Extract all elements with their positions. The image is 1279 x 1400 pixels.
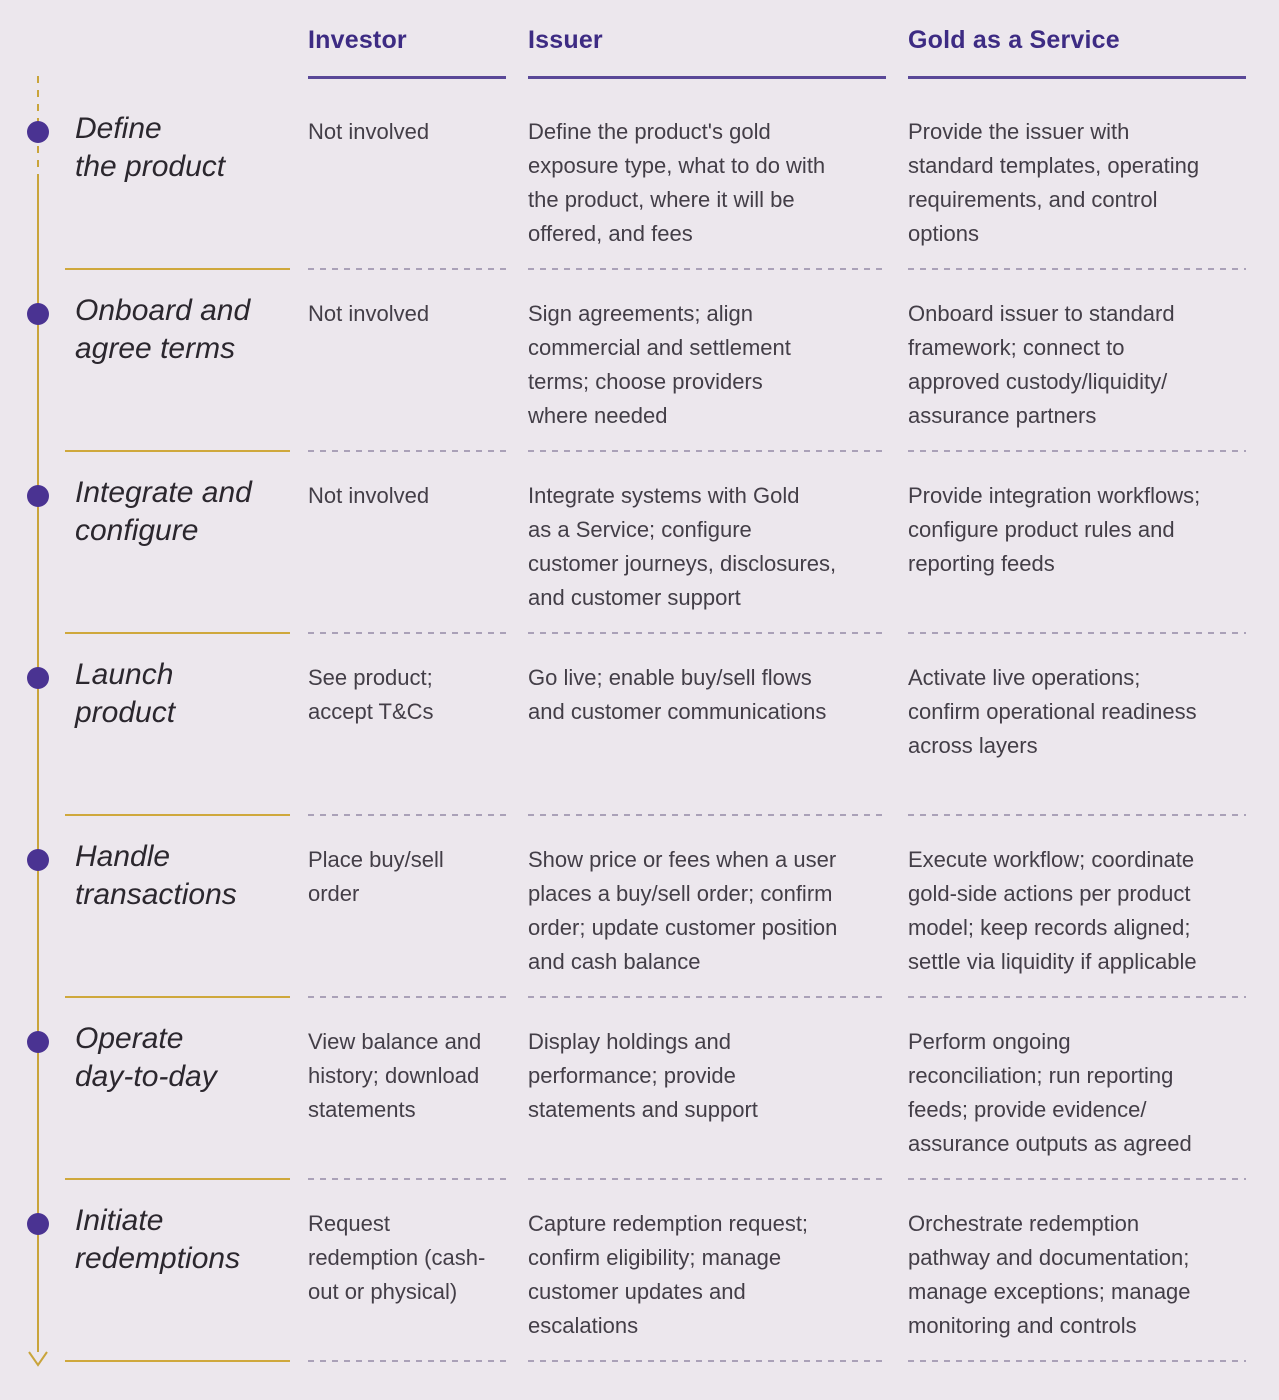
cell-issuer: Display holdings and performance; provid… bbox=[528, 1029, 758, 1122]
column-header-rule bbox=[528, 76, 886, 79]
column-divider bbox=[528, 268, 886, 270]
stage-divider bbox=[65, 268, 290, 270]
stage-label: Operate day-to-day bbox=[75, 1022, 217, 1093]
table-row: Onboard and agree terms Not involved Sig… bbox=[0, 270, 1279, 452]
cell-issuer: Define the product's gold exposure type,… bbox=[528, 119, 826, 246]
table-row: Define the product Not involved Define t… bbox=[0, 88, 1279, 270]
stage-divider bbox=[65, 632, 290, 634]
column-divider bbox=[308, 632, 506, 634]
column-divider bbox=[528, 1178, 886, 1180]
cell-investor: See product; accept T&Cs bbox=[308, 665, 434, 724]
timeline-solid-line bbox=[37, 176, 39, 1352]
timeline-dot bbox=[27, 303, 49, 325]
timeline-dot bbox=[27, 485, 49, 507]
stage-divider bbox=[65, 1360, 290, 1362]
stage-divider bbox=[65, 996, 290, 998]
cell-gold-as-a-service: Orchestrate redemption pathway and docum… bbox=[908, 1211, 1191, 1338]
column-divider bbox=[908, 814, 1246, 816]
column-divider bbox=[528, 996, 886, 998]
timeline-dot bbox=[27, 849, 49, 871]
stage-divider bbox=[65, 1178, 290, 1180]
column-header-gold-as-a-service: Gold as a Service bbox=[908, 26, 1120, 54]
column-divider bbox=[908, 632, 1246, 634]
timeline-dot bbox=[27, 1213, 49, 1235]
column-divider bbox=[308, 1178, 506, 1180]
cell-investor: Not involved bbox=[308, 483, 430, 508]
cell-issuer: Capture redemption request; confirm elig… bbox=[528, 1211, 809, 1338]
column-divider bbox=[308, 1360, 506, 1362]
column-divider bbox=[528, 1360, 886, 1362]
column-header-rule bbox=[308, 76, 506, 79]
column-divider bbox=[528, 450, 886, 452]
cell-issuer: Integrate systems with Gold as a Service… bbox=[528, 483, 837, 610]
stage-label: Handle transactions bbox=[75, 840, 237, 911]
column-divider bbox=[528, 814, 886, 816]
cell-issuer: Sign agreements; align commercial and se… bbox=[528, 301, 791, 428]
column-divider bbox=[908, 268, 1246, 270]
stage-label: Onboard and agree terms bbox=[75, 294, 251, 365]
cell-investor: Request redemption (cash- out or physica… bbox=[308, 1211, 486, 1304]
cell-issuer: Show price or fees when a user places a … bbox=[528, 847, 838, 974]
cell-investor: Place buy/sell order bbox=[308, 847, 444, 906]
table-row: Operate day-to-day View balance and hist… bbox=[0, 998, 1279, 1180]
stage-label: Launch product bbox=[75, 658, 176, 729]
column-divider bbox=[908, 996, 1246, 998]
stage-label: Define the product bbox=[75, 112, 226, 183]
column-divider bbox=[908, 450, 1246, 452]
column-header-rule bbox=[908, 76, 1246, 79]
stage-rows: Define the product Not involved Define t… bbox=[0, 88, 1279, 1362]
cell-issuer: Go live; enable buy/sell flows and custo… bbox=[528, 665, 827, 724]
cell-gold-as-a-service: Activate live operations; confirm operat… bbox=[908, 665, 1197, 758]
cell-investor: Not involved bbox=[308, 301, 430, 326]
table-row: Launch product See product; accept T&Cs … bbox=[0, 634, 1279, 816]
timeline-dot bbox=[27, 667, 49, 689]
table-row: Initiate redemptions Request redemption … bbox=[0, 1180, 1279, 1362]
cell-investor: View balance and history; download state… bbox=[308, 1029, 482, 1122]
stage-divider bbox=[65, 814, 290, 816]
cell-investor: Not involved bbox=[308, 119, 430, 144]
timeline-dot bbox=[27, 1031, 49, 1053]
timeline-dot bbox=[27, 121, 49, 143]
column-divider bbox=[308, 268, 506, 270]
table-row: Integrate and configure Not involved Int… bbox=[0, 452, 1279, 634]
column-divider bbox=[308, 996, 506, 998]
column-header-investor: Investor bbox=[308, 26, 407, 54]
arrow-down-icon bbox=[28, 1351, 48, 1367]
cell-gold-as-a-service: Provide integration workflows; configure… bbox=[908, 483, 1201, 576]
column-divider bbox=[528, 632, 886, 634]
column-divider bbox=[908, 1360, 1246, 1362]
cell-gold-as-a-service: Onboard issuer to standard framework; co… bbox=[908, 301, 1175, 428]
column-divider bbox=[308, 450, 506, 452]
cell-gold-as-a-service: Execute workflow; coordinate gold-side a… bbox=[908, 847, 1197, 974]
stage-label: Integrate and configure bbox=[75, 476, 252, 547]
stage-label: Initiate redemptions bbox=[75, 1204, 241, 1275]
table-row: Handle transactions Place buy/sell order… bbox=[0, 816, 1279, 998]
cell-gold-as-a-service: Perform ongoing reconciliation; run repo… bbox=[908, 1029, 1192, 1156]
column-header-issuer: Issuer bbox=[528, 26, 603, 54]
stage-divider bbox=[65, 450, 290, 452]
column-divider bbox=[308, 814, 506, 816]
cell-gold-as-a-service: Provide the issuer with standard templat… bbox=[908, 119, 1200, 246]
column-divider bbox=[908, 1178, 1246, 1180]
